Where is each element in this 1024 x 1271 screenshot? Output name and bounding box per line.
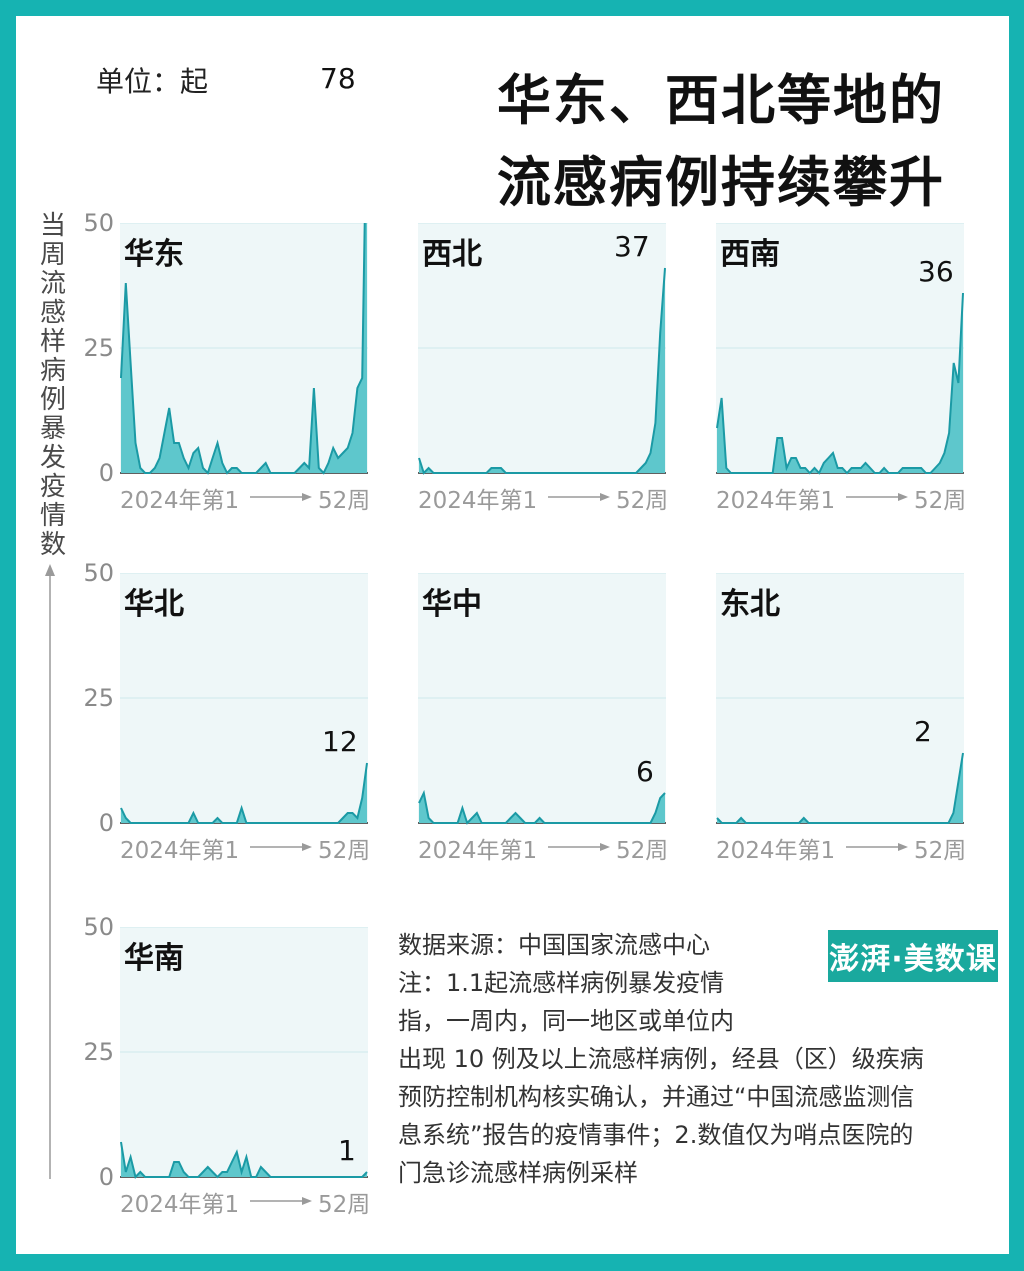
x-arrow-icon <box>548 493 610 501</box>
note-line-4: 预防控制机构核实确认，并通过“中国流感监测信 <box>398 1083 915 1111</box>
page-title-line-2: 流感病例持续攀升 <box>497 151 945 214</box>
series-area <box>121 1142 367 1177</box>
chart-5 <box>418 573 666 825</box>
x-label-start: 2024年第1 <box>120 838 240 864</box>
series-line <box>120 223 366 475</box>
series-line <box>120 1141 368 1179</box>
y-tick-label: 50 <box>83 559 114 587</box>
x-label-start: 2024年第1 <box>120 1192 240 1218</box>
x-arrow-icon <box>250 1197 312 1205</box>
y-tick-label: 50 <box>83 913 114 941</box>
y-tick-label: 50 <box>83 209 114 237</box>
chart-1 <box>120 223 368 475</box>
note-source: 数据来源：中国国家流感中心 <box>398 931 710 959</box>
note-line-6: 门急诊流感样病例采样 <box>398 1159 638 1187</box>
x-label-start: 2024年第1 <box>716 838 836 864</box>
end-value-label-3: 36 <box>918 255 954 288</box>
series-line <box>716 292 964 475</box>
x-label-end: 52周 <box>914 488 967 514</box>
x-label-end: 52周 <box>318 838 371 864</box>
note-line-2: 指，一周内，同一地区或单位内 <box>398 1007 734 1035</box>
infographic-frame: 华东、西北等地的 流感病例持续攀升 单位：起 当周流感样病例暴发疫情数 华东 78… <box>16 16 1009 1254</box>
chart-7 <box>120 927 368 1179</box>
panel-name-1: 华东 <box>124 237 184 272</box>
series-line <box>716 752 964 824</box>
note-line-5: 息系统”报告的疫情事件；2.数值仅为哨点医院的 <box>398 1121 914 1149</box>
panel-name-7: 华南 <box>124 941 184 976</box>
y-tick-label: 25 <box>83 1038 114 1066</box>
x-arrow-icon <box>250 493 312 501</box>
end-value-label-5: 6 <box>636 755 654 788</box>
chart-6 <box>716 573 964 824</box>
x-label-start: 2024年第1 <box>418 488 538 514</box>
y-axis-label: 当周流感样病例暴发疫情数 <box>39 211 66 560</box>
x-label-end: 52周 <box>914 838 967 864</box>
y-tick-label: 0 <box>98 459 114 487</box>
series-line <box>418 789 666 825</box>
chart-2 <box>418 223 666 475</box>
series-line <box>120 762 368 824</box>
end-value-label-7: 1 <box>338 1134 356 1167</box>
panel-name-4: 华北 <box>124 587 184 622</box>
end-value-label-2: 37 <box>614 230 650 263</box>
y-tick-label: 25 <box>83 684 114 712</box>
end-value-label-6: 2 <box>914 715 932 748</box>
series-line <box>418 267 666 475</box>
source-note: 数据来源：中国国家流感中心 注：1.1起流感样病例暴发疫情 指，一周内，同一地区… <box>398 926 988 1192</box>
x-arrow-icon <box>846 843 908 851</box>
end-value-label-4: 12 <box>322 725 358 758</box>
x-label-start: 2024年第1 <box>418 838 538 864</box>
x-label-start: 2024年第1 <box>716 488 836 514</box>
x-arrow-icon <box>846 493 908 501</box>
y-tick-label: 0 <box>98 809 114 837</box>
note-line-3: 出现 10 例及以上流感样病例，经县（区）级疾病 <box>398 1045 924 1073</box>
chart-3 <box>716 223 964 475</box>
y-axis-arrow <box>45 564 55 1179</box>
panel-name-3: 西南 <box>720 237 780 272</box>
panel-name-2: 西北 <box>422 237 482 272</box>
x-label-end: 52周 <box>318 488 371 514</box>
x-arrow-icon <box>548 843 610 851</box>
note-line-1: 注：1.1起流感样病例暴发疫情 <box>398 969 725 997</box>
unit-label: 单位：起 <box>96 65 209 98</box>
x-label-start: 2024年第1 <box>120 488 240 514</box>
x-label-end: 52周 <box>616 488 669 514</box>
x-label-end: 52周 <box>616 838 669 864</box>
y-tick-label: 25 <box>83 334 114 362</box>
panel-name-5: 华中 <box>422 587 482 622</box>
chart-4 <box>120 573 368 824</box>
x-arrow-icon <box>250 843 312 851</box>
page-title-line-1: 华东、西北等地的 <box>497 69 945 132</box>
end-value-label-1: 78 <box>320 62 356 95</box>
thepaper-logo: 澎湃·美数课 <box>828 930 998 982</box>
panel-name-6: 东北 <box>720 587 780 622</box>
x-label-end: 52周 <box>318 1192 371 1218</box>
y-tick-label: 0 <box>98 1163 114 1191</box>
